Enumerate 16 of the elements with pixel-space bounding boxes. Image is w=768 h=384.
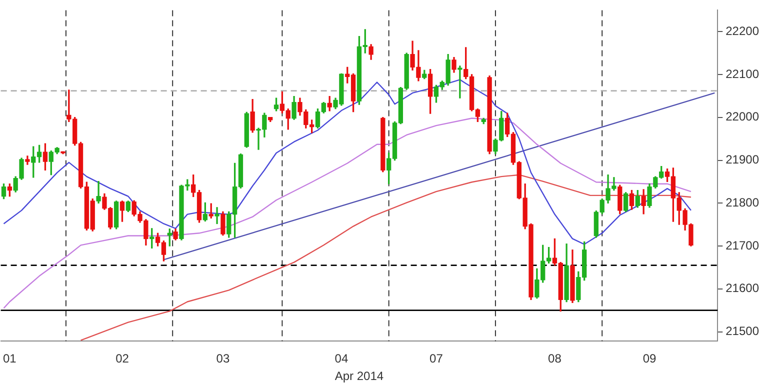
- x-tick-label: 03: [216, 352, 230, 366]
- x-tick-label: 07: [430, 352, 444, 366]
- y-tick-label: 21800: [726, 195, 760, 210]
- y-tick-label: 22200: [726, 24, 760, 38]
- y-tick-label: 22000: [726, 110, 760, 124]
- x-tick-label: 04: [334, 352, 348, 366]
- x-tick-label: 09: [642, 352, 656, 366]
- y-tick-label: 21600: [726, 281, 760, 296]
- x-tick-label: 02: [116, 352, 130, 366]
- y-tick-label: 21500: [726, 324, 760, 338]
- y-tick-label: 21900: [726, 152, 760, 167]
- x-tick-label: 08: [548, 352, 562, 366]
- x-tick-label: 01: [2, 352, 17, 366]
- y-tick-label: 21700: [726, 238, 760, 252]
- y-tick-label: 22100: [726, 66, 760, 81]
- x-axis-title: Apr 2014: [334, 369, 384, 384]
